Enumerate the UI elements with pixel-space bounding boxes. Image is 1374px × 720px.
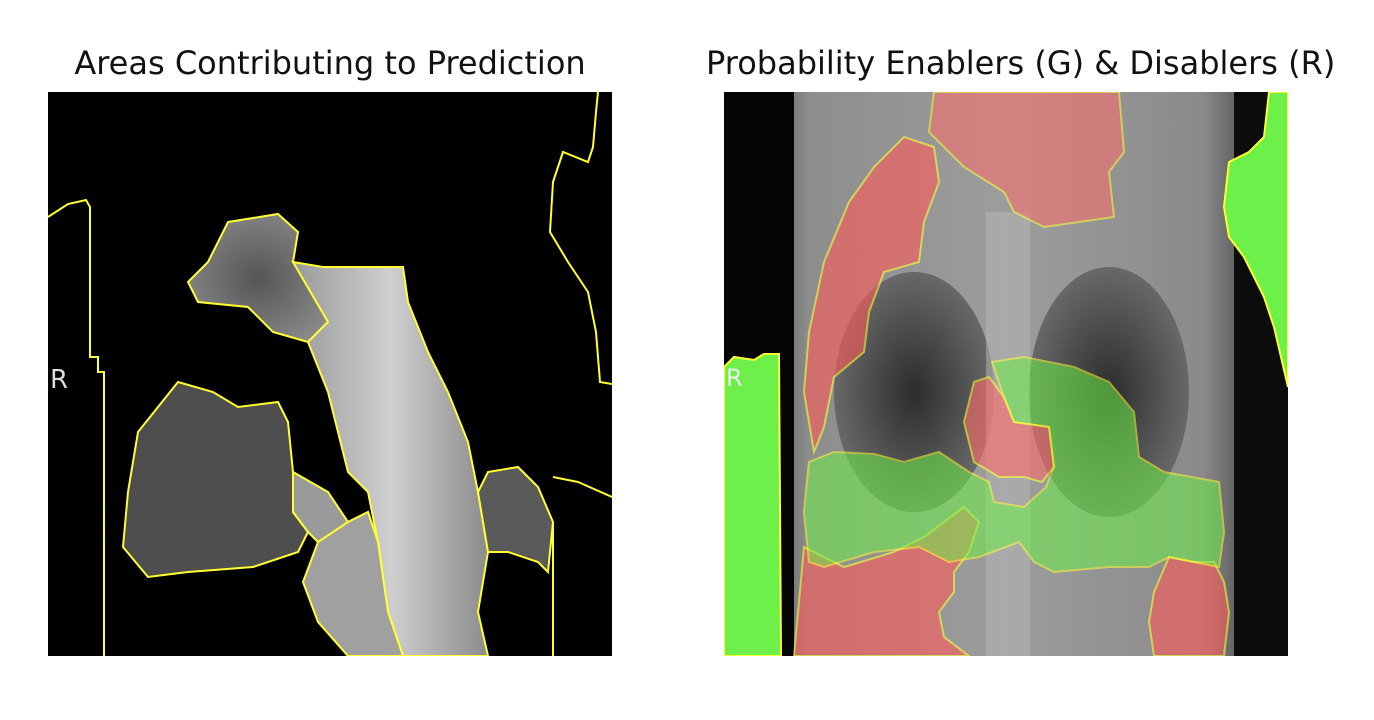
- disabler-center: [962, 375, 1056, 484]
- enabler-right-block: [1222, 92, 1288, 388]
- boundary-left-border: [48, 198, 105, 656]
- boundary-right-lower: [552, 476, 612, 498]
- right-lung: [834, 272, 994, 512]
- lower-center-region: [301, 510, 405, 656]
- r-marker-right: R: [726, 364, 743, 392]
- boundary-right-top: [548, 92, 612, 385]
- left-panel-title: Areas Contributing to Prediction: [74, 44, 586, 82]
- right-panel-title: Probability Enablers (G) & Disablers (R): [706, 44, 1336, 82]
- areas-contributing-image: R: [48, 92, 612, 656]
- enabler-center-band: [802, 355, 1226, 574]
- enablers-disablers-image: R: [724, 92, 1288, 656]
- disabler-left-edge: [802, 135, 941, 456]
- disabler-top-neck: [927, 92, 1126, 229]
- right-lower-lung-region: [476, 465, 555, 575]
- lower-left-lung-region: [121, 380, 310, 579]
- r-marker: R: [50, 365, 68, 395]
- central-spine-region: [291, 260, 490, 656]
- enabler-left-block: [724, 353, 783, 656]
